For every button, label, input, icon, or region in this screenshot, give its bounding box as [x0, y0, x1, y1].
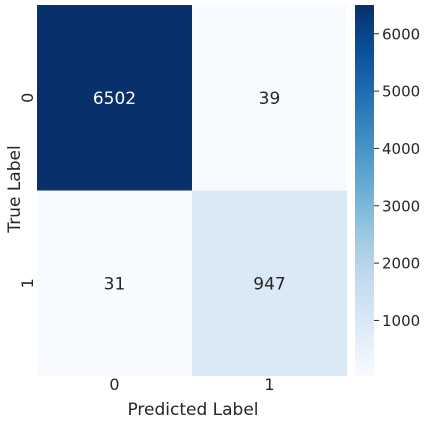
heatmap-cell — [37, 190, 192, 376]
heatmap-cells — [37, 5, 347, 376]
heatmap-cell — [192, 190, 347, 376]
x-axis-label: Predicted Label — [127, 400, 258, 420]
colorbar-tick-label: 4000 — [382, 140, 420, 158]
heatmap-cell — [37, 5, 192, 191]
y-tick-label: 0 — [18, 93, 37, 103]
x-tick-label: 0 — [109, 375, 119, 394]
heatmap-cell — [192, 5, 347, 191]
cell-value-label: 947 — [253, 274, 285, 294]
y-axis-label: True Label — [5, 145, 25, 233]
y-tick-labels: 01 — [18, 93, 37, 289]
cell-value-label: 31 — [104, 274, 126, 294]
cell-value-label: 6502 — [93, 89, 136, 109]
cell-value-label: 39 — [259, 89, 281, 109]
x-tick-label: 1 — [264, 375, 274, 394]
colorbar-ticks: 1000 2000 3000 4000 5000 6000 — [374, 25, 420, 330]
colorbar-tick-label: 3000 — [382, 197, 420, 215]
colorbar-tick-label: 5000 — [382, 83, 420, 101]
cell-value-labels: 6502 39 31 947 — [93, 89, 286, 295]
colorbar-tick-label: 6000 — [382, 25, 420, 43]
y-tick-label: 1 — [18, 278, 37, 288]
colorbar-tick-label: 2000 — [382, 255, 420, 273]
colorbar-tick-label: 1000 — [382, 312, 420, 330]
colorbar — [355, 5, 374, 376]
